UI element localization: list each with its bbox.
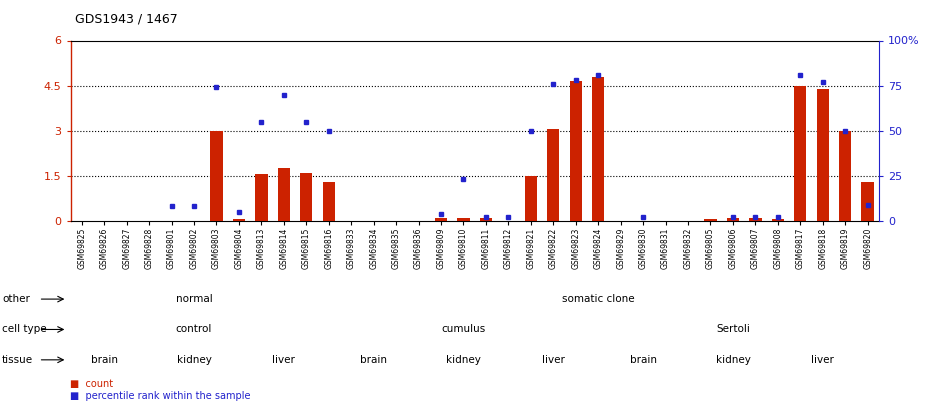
Bar <box>479 218 493 221</box>
Bar <box>592 77 604 221</box>
Bar <box>704 219 716 221</box>
Bar <box>547 129 559 221</box>
Bar <box>772 219 784 221</box>
Bar <box>861 182 874 221</box>
Bar <box>794 85 807 221</box>
Bar <box>300 173 312 221</box>
Text: ■  percentile rank within the sample: ■ percentile rank within the sample <box>70 391 251 401</box>
Text: ■  count: ■ count <box>70 379 114 389</box>
Bar <box>322 182 335 221</box>
Text: cell type: cell type <box>2 324 46 335</box>
Text: liver: liver <box>273 355 295 365</box>
Bar <box>457 218 470 221</box>
Bar <box>255 174 268 221</box>
Text: cumulus: cumulus <box>442 324 486 335</box>
Bar <box>727 218 739 221</box>
Bar <box>435 218 447 221</box>
Text: kidney: kidney <box>177 355 212 365</box>
Text: liver: liver <box>811 355 834 365</box>
Text: normal: normal <box>176 294 212 304</box>
Text: control: control <box>176 324 212 335</box>
Text: brain: brain <box>360 355 387 365</box>
Bar <box>277 168 290 221</box>
Bar <box>817 89 829 221</box>
Text: tissue: tissue <box>2 355 33 365</box>
Bar <box>211 130 223 221</box>
Text: brain: brain <box>90 355 118 365</box>
Bar <box>839 130 852 221</box>
Text: liver: liver <box>541 355 565 365</box>
Bar <box>749 218 761 221</box>
Text: GDS1943 / 1467: GDS1943 / 1467 <box>75 12 178 25</box>
Text: Sertoli: Sertoli <box>716 324 750 335</box>
Text: kidney: kidney <box>715 355 750 365</box>
Bar <box>233 219 245 221</box>
Bar <box>525 176 537 221</box>
Text: kidney: kidney <box>446 355 481 365</box>
Text: other: other <box>2 294 30 304</box>
Text: brain: brain <box>630 355 657 365</box>
Text: somatic clone: somatic clone <box>562 294 635 304</box>
Bar <box>570 81 582 221</box>
